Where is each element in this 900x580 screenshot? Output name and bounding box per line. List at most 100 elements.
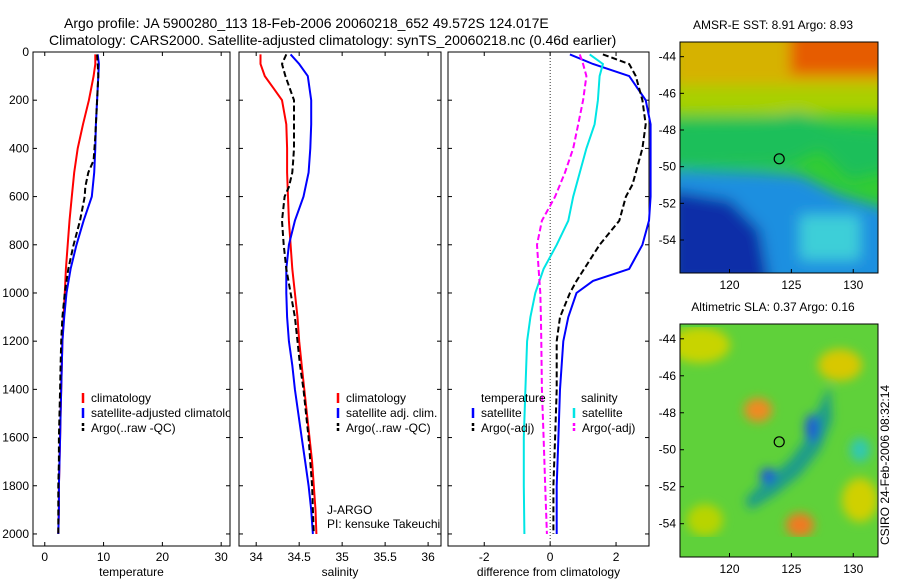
altimetric-sla-xtick-label: 125 xyxy=(781,562,801,576)
temperature-plot-frame xyxy=(32,51,231,547)
temperature-legend-item-label: Argo(..raw -QC) xyxy=(91,421,176,435)
amsr-sst-xtick-label: 125 xyxy=(781,278,801,292)
salinity-legend-item-label: Argo(..raw -QC) xyxy=(346,421,431,435)
altimetric-sla-frame xyxy=(679,323,879,558)
amsr-sst-title: AMSR-E SST: 8.91 Argo: 8.93 xyxy=(693,18,853,32)
salinity-legend-item-label: climatology xyxy=(346,391,406,405)
sla-blue-core-1 xyxy=(805,414,819,442)
depth-tick-label: 200 xyxy=(9,93,29,107)
difference-legend-right-item-label: Argo(-adj) xyxy=(582,421,635,435)
salinity-xtick-label: 34.5 xyxy=(287,550,311,564)
depth-tick-label: 400 xyxy=(9,141,29,155)
difference-xlabel: difference from climatology xyxy=(477,565,620,579)
difference-series-1 xyxy=(555,53,652,534)
sst-hot-corner xyxy=(790,42,878,75)
amsr-sst-frame xyxy=(679,41,879,274)
difference-legend-title-left: temperature xyxy=(481,391,546,405)
temperature-xtick-label: 20 xyxy=(156,550,170,564)
project-label: J-ARGO xyxy=(327,503,372,517)
depth-tick-label: 1400 xyxy=(2,382,29,396)
amsr-sst-xtick-label: 130 xyxy=(843,278,863,292)
salinity-legend-item-label: satellite adj. clim. xyxy=(346,406,437,420)
sst-cyan-patch xyxy=(800,215,860,260)
salinity-xtick-label: 35 xyxy=(335,550,349,564)
depth-tick-label: 1200 xyxy=(2,334,29,348)
temperature-xtick-label: 0 xyxy=(41,550,48,564)
difference-series-4 xyxy=(535,54,588,535)
temperature-xlabel: temperature xyxy=(99,565,164,579)
difference-series-3 xyxy=(522,53,605,535)
depth-tick-label: 1000 xyxy=(2,286,29,300)
sst-map xyxy=(680,42,878,273)
salinity-series-2 xyxy=(285,53,314,535)
difference-plot-frame xyxy=(447,51,650,547)
timestamp-label: CSIRO 24-Feb-2006 08:32:14 xyxy=(878,385,892,545)
sla-yellow-patch-3 xyxy=(842,478,878,522)
difference-xtick-label: 0 xyxy=(547,550,554,564)
amsr-sst-ytick-label: -46 xyxy=(659,86,677,100)
amsr-sst-ytick-label: -44 xyxy=(659,50,677,64)
sst-green-band xyxy=(680,112,878,180)
salinity-panel: 34 34.5 35 35.5 36 salinity climatologysatelli… xyxy=(238,51,442,579)
depth-tick-label: 800 xyxy=(9,238,29,252)
sla-orange-patch-2 xyxy=(786,513,814,537)
temperature-panel: 0 10 20 30 0 200 400 600 800 1000 1200 1400 1600 1800… xyxy=(2,45,244,579)
altimetric-sla-ytick-label: -48 xyxy=(659,406,677,420)
depth-tick-label: 600 xyxy=(9,190,29,204)
depth-tick-label: 1800 xyxy=(2,479,29,493)
altimetric-sla-argo-marker xyxy=(773,436,785,448)
salinity-xtick-label: 36 xyxy=(421,550,435,564)
figure-title-line1: Argo profile: JA 5900280_113 18-Feb-2006… xyxy=(64,15,549,31)
temperature-xtick-label: 30 xyxy=(214,550,228,564)
difference-legend-left-item-label: Argo(-adj) xyxy=(481,421,534,435)
altimetric-sla-ytick-label: -54 xyxy=(659,517,677,531)
difference-xtick-label: -2 xyxy=(479,550,490,564)
sla-map xyxy=(680,324,878,557)
altimetric-sla-ytick-label: -46 xyxy=(659,369,677,383)
altimetric-sla-ytick-label: -44 xyxy=(659,332,677,346)
amsr-sst-ytick-label: -48 xyxy=(659,123,677,137)
amsr-sst-ytick-label: -54 xyxy=(659,233,677,247)
salinity-xlabel: salinity xyxy=(322,565,359,579)
sla-yellow-patch-4 xyxy=(687,504,723,536)
amsr-sst-axes: AMSR-E SST: 8.91 Argo: 8.93 120 125 130 -44 -… xyxy=(659,18,879,292)
sla-yellow-patch-1 xyxy=(680,327,730,363)
legend-clip-mask xyxy=(230,388,239,438)
altimetric-sla-title: Altimetric SLA: 0.37 Argo: 0.16 xyxy=(691,300,855,314)
salinity-series-3 xyxy=(280,53,315,535)
altimetric-sla-xtick-label: 120 xyxy=(719,562,739,576)
difference-legend-title-right: salinity xyxy=(581,391,618,405)
amsr-sst-ytick-label: -52 xyxy=(659,196,677,210)
depth-tick-label: 2000 xyxy=(2,527,29,541)
altimetric-sla-xtick-label: 130 xyxy=(843,562,863,576)
amsr-sst-xtick-label: 120 xyxy=(719,278,739,292)
difference-xtick-label: 2 xyxy=(613,550,620,564)
figure-title-line2: Climatology: CARS2000. Satellite-adjuste… xyxy=(49,32,616,48)
sla-blue-core-2 xyxy=(760,468,776,484)
pi-label: PI: kensuke Takeuchi xyxy=(327,517,440,531)
sst-yellow-band xyxy=(680,85,878,115)
amsr-sst-ytick-label: -50 xyxy=(659,160,677,174)
altimetric-sla-ytick-label: -50 xyxy=(659,443,677,457)
temperature-legend-item-label: climatology xyxy=(91,391,151,405)
sst-cold-region xyxy=(680,191,768,273)
difference-legend-right-item-label: satellite xyxy=(582,406,623,420)
salinity-plot-frame xyxy=(238,51,442,547)
altimetric-sla-axes: Altimetric SLA: 0.37 Argo: 0.16 120 125 130… xyxy=(659,300,879,576)
sla-yellow-patch-2 xyxy=(818,349,862,381)
depth-tick-label: 0 xyxy=(22,45,29,59)
temperature-xtick-label: 10 xyxy=(97,550,111,564)
altimetric-sla-ytick-label: -52 xyxy=(659,480,677,494)
sla-cyan-patch xyxy=(850,438,870,462)
sla-orange-patch-1 xyxy=(744,398,772,422)
temperature-series-3 xyxy=(57,54,100,534)
difference-series-2 xyxy=(552,53,647,534)
amsr-sst-argo-marker xyxy=(773,153,785,165)
salinity-xtick-label: 34 xyxy=(250,550,264,564)
salinity-series-1 xyxy=(259,54,318,535)
salinity-xtick-label: 35.5 xyxy=(373,550,397,564)
